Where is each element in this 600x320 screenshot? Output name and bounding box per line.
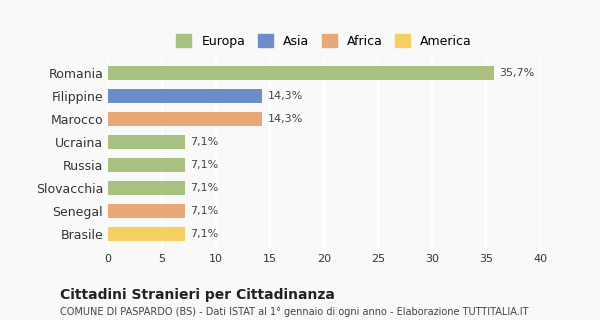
Bar [108,112,262,126]
Text: 14,3%: 14,3% [268,114,303,124]
Text: COMUNE DI PASPARDO (BS) - Dati ISTAT al 1° gennaio di ogni anno - Elaborazione T: COMUNE DI PASPARDO (BS) - Dati ISTAT al … [60,307,529,317]
Bar [108,66,494,80]
Text: 14,3%: 14,3% [268,91,303,101]
Bar [108,135,185,149]
Bar [108,227,185,241]
Bar [108,89,262,103]
Text: 7,1%: 7,1% [190,160,218,170]
Text: Cittadini Stranieri per Cittadinanza: Cittadini Stranieri per Cittadinanza [60,288,335,302]
Text: 7,1%: 7,1% [190,206,218,216]
Legend: Europa, Asia, Africa, America: Europa, Asia, Africa, America [172,29,476,53]
Text: 7,1%: 7,1% [190,229,218,239]
Bar [108,204,185,218]
Text: 7,1%: 7,1% [190,183,218,193]
Text: 35,7%: 35,7% [499,68,534,78]
Text: 7,1%: 7,1% [190,137,218,147]
Bar [108,181,185,195]
Bar [108,158,185,172]
